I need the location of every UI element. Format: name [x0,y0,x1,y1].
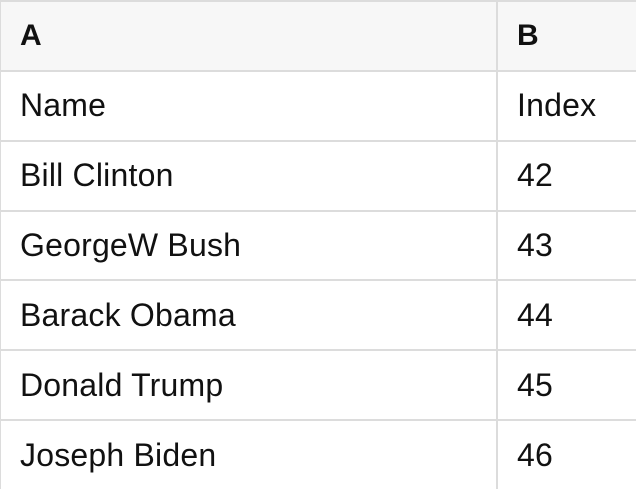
table-row: Donald Trump 45 [1,351,636,422]
cell-b6[interactable]: 46 [517,436,553,473]
table-row: Name Index [1,71,636,142]
cell-a1[interactable]: Name [1,71,498,140]
column-header-b[interactable]: B [517,18,539,52]
cell-b1[interactable]: Index [517,87,597,124]
cell-b5[interactable]: 45 [517,366,553,403]
table-row: Bill Clinton 42 [1,141,636,212]
cell-a3[interactable]: GeorgeW Bush [1,211,498,280]
table-row: GeorgeW Bush 43 [1,211,636,282]
column-header-row: A B [1,2,636,72]
cell-b4[interactable]: 44 [517,296,553,333]
cell-a2[interactable]: Bill Clinton [1,141,498,210]
cell-b3[interactable]: 43 [517,227,553,263]
cell-a5[interactable]: Donald Trump [1,351,498,420]
table-row: Barack Obama 44 [1,281,636,352]
cell-a4[interactable]: Barack Obama [1,281,498,350]
column-header-a[interactable]: A [1,2,498,70]
table-row: Joseph Biden 46 [1,421,636,489]
cell-a6[interactable]: Joseph Biden [1,421,498,489]
cell-b2[interactable]: 42 [517,157,553,194]
